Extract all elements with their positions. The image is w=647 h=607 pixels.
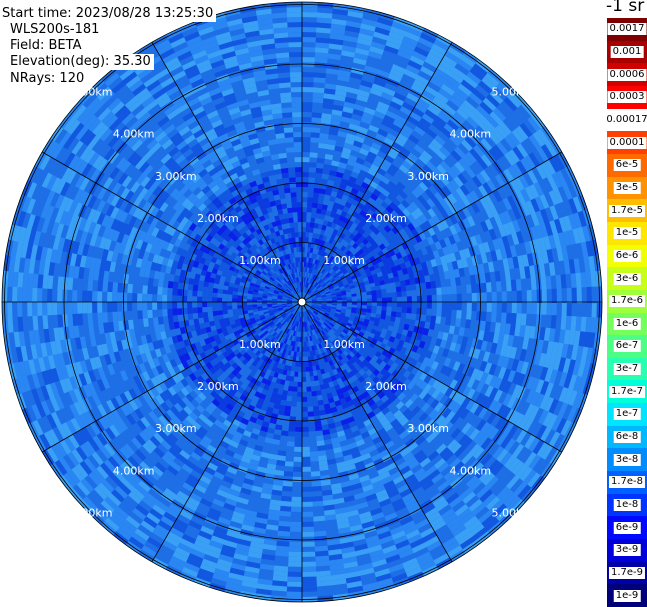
- colorbar-tick-label: 3e-6: [613, 272, 641, 285]
- range-label: 1.00km: [239, 254, 281, 267]
- colorbar-tick-label: 1e-9: [613, 589, 641, 602]
- azimuth-line: [301, 41, 453, 303]
- colorbar-tick-label: 0.0017: [607, 23, 647, 36]
- azimuth-line: [301, 301, 562, 453]
- colorbar-tick-label: 6e-6: [613, 249, 641, 262]
- range-label: 4.00km: [113, 464, 155, 477]
- colorbar-tick-label: 0.00017: [604, 113, 647, 126]
- field-text: Field: BETA: [8, 38, 85, 54]
- colorbar-tick-label: 1.7e-5: [608, 204, 646, 217]
- ppi-scan-plot: 1.00km 1.00km 1.00km 1.00km 2.00km 2.00km 2.00…: [1, 1, 603, 603]
- azimuth-line: [301, 301, 453, 562]
- colorbar-tick-label: 3e-9: [613, 544, 641, 557]
- polar-grid: [1, 1, 603, 603]
- range-label: 2.00km: [197, 212, 239, 225]
- colorbar-tick-label: 6e-9: [613, 521, 641, 534]
- start-time-text: Start time: 2023/08/28 13:25:30: [0, 6, 217, 22]
- colorbar-tick-label: 0.0001: [607, 136, 647, 149]
- azimuth-line: [151, 301, 303, 562]
- colorbar-tick-label: 1e-8: [613, 499, 641, 512]
- colorbar-tick-label: 3e-8: [613, 453, 641, 466]
- range-label: 4.00km: [113, 128, 155, 141]
- range-label: 1.00km: [323, 338, 365, 351]
- range-label: 5.00km: [71, 506, 113, 519]
- colorbar-tick-label: 1e-7: [613, 408, 641, 421]
- range-label: 3.00km: [407, 170, 449, 183]
- colorbar: 0.0017 0.001 0.0006 0.0003 0.00017 0.0001 6e-5…: [604, 18, 647, 607]
- range-label: 5.00km: [492, 86, 534, 99]
- colorbar-tick-label: 6e-5: [613, 159, 641, 172]
- backscatter-field: [2, 2, 602, 602]
- range-label: 3.00km: [155, 170, 197, 183]
- colorbar-tick-label: 1.7e-8: [608, 476, 646, 489]
- instrument-text: WLS200s-181: [8, 22, 103, 38]
- colorbar-tick-label: 1.7e-6: [608, 295, 646, 308]
- range-label: 3.00km: [407, 422, 449, 435]
- colorbar-tick-label: 0.0003: [607, 91, 647, 104]
- range-label: 5.00km: [492, 506, 534, 519]
- colorbar-tick-label: 1e-5: [613, 227, 641, 240]
- range-label: 1.00km: [239, 338, 281, 351]
- range-label: 3.00km: [155, 422, 197, 435]
- radar-center-marker: [297, 297, 307, 307]
- colorbar-unit: -1 sr: [606, 0, 645, 16]
- range-label: 4.00km: [450, 464, 492, 477]
- range-label: 2.00km: [197, 380, 239, 393]
- range-label: 1.00km: [323, 254, 365, 267]
- azimuth-line: [151, 41, 303, 303]
- colorbar-tick-label: 3e-7: [613, 363, 641, 376]
- azimuth-line: [301, 151, 562, 303]
- colorbar-tick-label: 0.0006: [607, 68, 647, 81]
- range-label: 2.00km: [365, 212, 407, 225]
- colorbar-tick-label: 6e-8: [613, 431, 641, 444]
- azimuth-line: [41, 301, 303, 453]
- range-label: 5.00km: [71, 86, 113, 99]
- scan-info-panel: Start time: 2023/08/28 13:25:30 WLS200s-…: [0, 0, 230, 92]
- colorbar-tick-label: 6e-7: [613, 340, 641, 353]
- range-label: 4.00km: [450, 128, 492, 141]
- colorbar-tick-label: 1e-6: [613, 317, 641, 330]
- colorbar-tick-label: 0.001: [610, 45, 644, 58]
- colorbar-tick-label: 1.7e-9: [608, 567, 646, 580]
- range-labels: 1.00km 1.00km 1.00km 1.00km 2.00km 2.00km 2.00…: [71, 86, 533, 520]
- elevation-text: Elevation(deg): 35.30: [8, 54, 154, 70]
- colorbar-tick-label: 1.7e-7: [608, 385, 646, 398]
- range-label: 2.00km: [365, 380, 407, 393]
- nrays-text: NRays: 120: [8, 71, 88, 87]
- colorbar-tick-label: 3e-5: [613, 181, 641, 194]
- azimuth-line: [41, 151, 303, 303]
